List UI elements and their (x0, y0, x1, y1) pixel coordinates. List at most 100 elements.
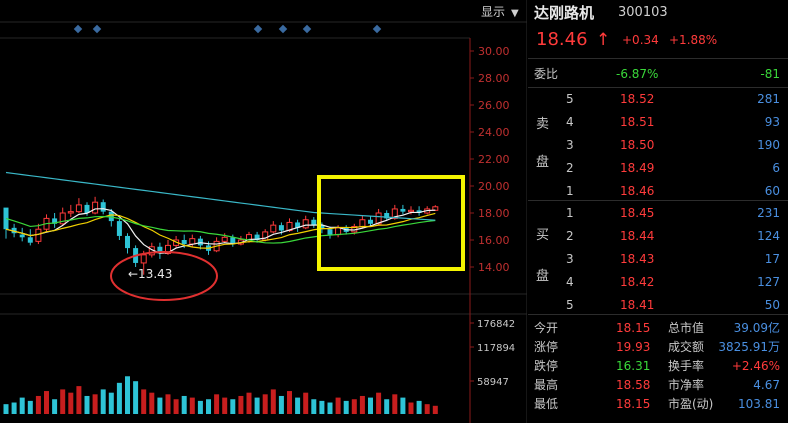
sell-level-number: 2 (566, 161, 574, 175)
highlight-circle (110, 251, 218, 301)
stat-value: 18.58 (616, 378, 651, 392)
sell-level-number: 1 (566, 184, 574, 198)
stat-value: 3825.91万 (718, 340, 780, 354)
volume-bar (116, 382, 122, 414)
sell-level-volume: 190 (757, 138, 780, 152)
price-change: +0.34 (622, 33, 659, 47)
volume-bar (319, 400, 325, 414)
buy-level-volume: 50 (764, 298, 780, 312)
volume-bar (44, 391, 49, 414)
volume-tick-label: 176842 (477, 319, 515, 330)
candle-body (270, 224, 277, 233)
candle-body (384, 213, 390, 219)
candle-body (11, 227, 17, 234)
volume-bar (254, 397, 260, 414)
candle-body (19, 234, 25, 238)
candle-body (92, 201, 99, 214)
quote-panel: 达刚路机 300103 18.46 ↑ +0.34 +1.88% 委比 -6.8… (528, 0, 788, 423)
stock-name: 达刚路机 (534, 4, 595, 22)
candle-body (400, 208, 406, 212)
sell-side-label: 卖 (536, 117, 550, 132)
event-marker-icon[interactable] (253, 24, 263, 34)
stat-value: 16.31 (616, 359, 651, 373)
ma60-line (5, 171, 436, 221)
stat-label: 市净率 (668, 378, 705, 392)
kline-chart[interactable]: 显示 ▼ 30.00 28.00 26.00 24.00 22.00 20.00 18.00 16… (0, 0, 527, 423)
buy-level-price: 18.41 (620, 298, 655, 312)
buy-level-volume: 231 (757, 206, 780, 220)
sell-side-label: 盘 (536, 155, 550, 170)
volume-bar (343, 400, 349, 414)
volume-bar (335, 397, 341, 414)
stock-code: 300103 (618, 5, 668, 20)
event-marker-icon[interactable] (278, 24, 288, 34)
stat-value: 4.67 (753, 378, 780, 392)
candle-body (59, 212, 66, 225)
candle-body (295, 222, 301, 228)
volume-bar (392, 394, 398, 414)
volume-bar (287, 391, 292, 414)
chevron-down-icon[interactable]: ▼ (511, 8, 519, 19)
buy-side-label: 盘 (536, 269, 550, 284)
candle-body (391, 208, 398, 219)
divider (528, 314, 788, 315)
candle-body (52, 218, 58, 224)
buy-level-volume: 124 (757, 229, 780, 243)
price-change-percent: +1.88% (669, 33, 718, 47)
volume-bar (376, 392, 382, 414)
event-marker-icon[interactable] (92, 24, 102, 34)
buy-level-price: 18.44 (620, 229, 655, 243)
volume-bar (27, 400, 33, 414)
candle-body (67, 211, 74, 214)
buy-level-price: 18.42 (620, 275, 655, 289)
sell-level-price: 18.51 (620, 115, 655, 129)
candle-body (230, 237, 236, 245)
candle-body (35, 228, 42, 242)
stat-value: 39.09亿 (733, 321, 780, 335)
volume-bar (35, 395, 41, 414)
candle-body (75, 204, 82, 213)
wei-bi-ratio: -6.87% (616, 67, 659, 81)
candle-body (319, 225, 325, 230)
volume-bar (197, 400, 203, 414)
volume-bar (222, 397, 228, 414)
stat-label: 最高 (534, 378, 559, 392)
wei-bi-label: 委比 (534, 67, 559, 81)
price-tick-label: 22.00 (478, 153, 510, 166)
event-marker-icon[interactable] (302, 24, 312, 34)
stat-value: 18.15 (616, 321, 651, 335)
volume-bar (157, 397, 163, 414)
current-price: 18.46 (536, 29, 588, 50)
candle-body (140, 254, 147, 264)
display-menu-label[interactable]: 显示 (481, 5, 505, 19)
volume-bar (295, 397, 301, 414)
price-tick-label: 28.00 (478, 72, 510, 85)
volume-bar (189, 397, 195, 414)
volume-bar (246, 392, 252, 414)
event-marker-icon[interactable] (73, 24, 83, 34)
divider (528, 87, 788, 88)
volume-bar (181, 395, 187, 414)
volume-bar (359, 395, 365, 414)
ma20-line (5, 215, 436, 244)
event-marker-icon[interactable] (372, 24, 382, 34)
low-price-annotation: ←13.43 (128, 267, 172, 281)
stat-value: +2.46% (731, 359, 780, 373)
volume-bar (368, 397, 373, 414)
divider (528, 200, 788, 201)
kline-chart-area[interactable]: 显示 ▼ 30.00 28.00 26.00 24.00 22.00 20.00 18.00 16… (0, 0, 527, 423)
stat-label: 总市值 (668, 321, 705, 335)
candle-body (100, 202, 106, 212)
ma5-line (5, 208, 436, 254)
sell-level-number: 5 (566, 92, 574, 106)
volume-bar (108, 392, 114, 414)
volume-bar (238, 395, 244, 414)
sell-level-price: 18.50 (620, 138, 655, 152)
sell-level-volume: 60 (764, 184, 780, 198)
highlight-box (317, 175, 465, 271)
volume-bar (173, 399, 179, 414)
volume-bar (52, 399, 58, 414)
sell-level-number: 4 (566, 115, 574, 129)
volume-bar (230, 399, 236, 414)
candle-body (368, 219, 373, 224)
